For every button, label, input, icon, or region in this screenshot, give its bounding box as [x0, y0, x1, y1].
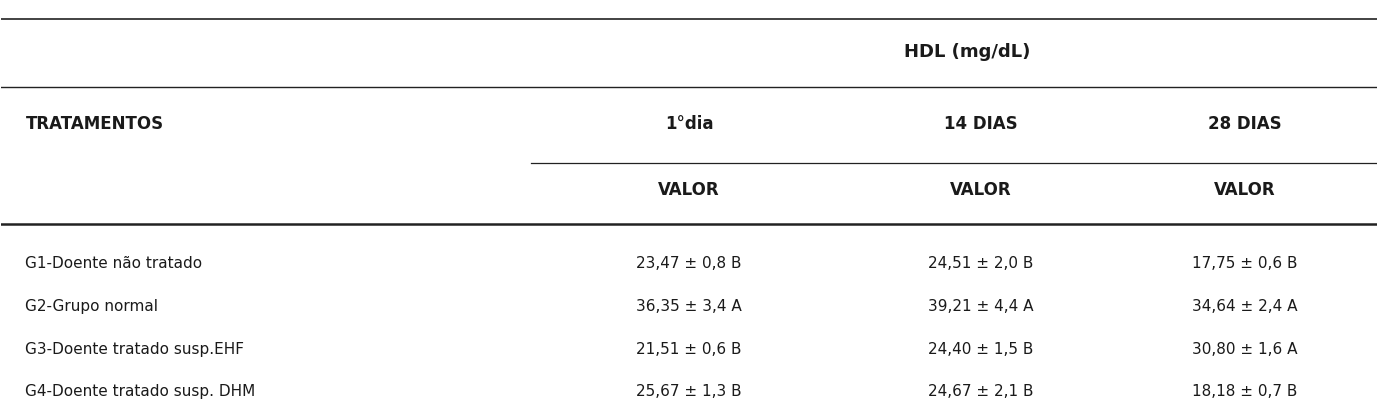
Text: 36,35 ± 3,4 A: 36,35 ± 3,4 A [637, 299, 741, 314]
Text: G3-Doente tratado susp.EHF: G3-Doente tratado susp.EHF [25, 342, 244, 357]
Text: 24,40 ± 1,5 B: 24,40 ± 1,5 B [929, 342, 1034, 357]
Text: VALOR: VALOR [659, 180, 719, 199]
Text: 18,18 ± 0,7 B: 18,18 ± 0,7 B [1192, 384, 1298, 399]
Text: 30,80 ± 1,6 A: 30,80 ± 1,6 A [1192, 342, 1298, 357]
Text: 28 DIAS: 28 DIAS [1209, 115, 1282, 133]
Text: HDL (mg/dL): HDL (mg/dL) [904, 43, 1031, 61]
Text: G2-Grupo normal: G2-Grupo normal [25, 299, 158, 314]
Text: VALOR: VALOR [1214, 180, 1276, 199]
Text: G1-Doente não tratado: G1-Doente não tratado [25, 256, 203, 271]
Text: 25,67 ± 1,3 B: 25,67 ± 1,3 B [637, 384, 741, 399]
Text: 39,21 ± 4,4 A: 39,21 ± 4,4 A [929, 299, 1034, 314]
Text: 34,64 ± 2,4 A: 34,64 ± 2,4 A [1192, 299, 1298, 314]
Text: 1°dia: 1°dia [664, 115, 714, 133]
Text: 24,51 ± 2,0 B: 24,51 ± 2,0 B [929, 256, 1034, 271]
Text: 23,47 ± 0,8 B: 23,47 ± 0,8 B [637, 256, 741, 271]
Text: VALOR: VALOR [949, 180, 1011, 199]
Text: TRATAMENTOS: TRATAMENTOS [25, 115, 164, 133]
Text: 14 DIAS: 14 DIAS [944, 115, 1018, 133]
Text: G4-Doente tratado susp. DHM: G4-Doente tratado susp. DHM [25, 384, 256, 399]
Text: 17,75 ± 0,6 B: 17,75 ± 0,6 B [1192, 256, 1298, 271]
Text: 21,51 ± 0,6 B: 21,51 ± 0,6 B [637, 342, 741, 357]
Text: 24,67 ± 2,1 B: 24,67 ± 2,1 B [929, 384, 1034, 399]
